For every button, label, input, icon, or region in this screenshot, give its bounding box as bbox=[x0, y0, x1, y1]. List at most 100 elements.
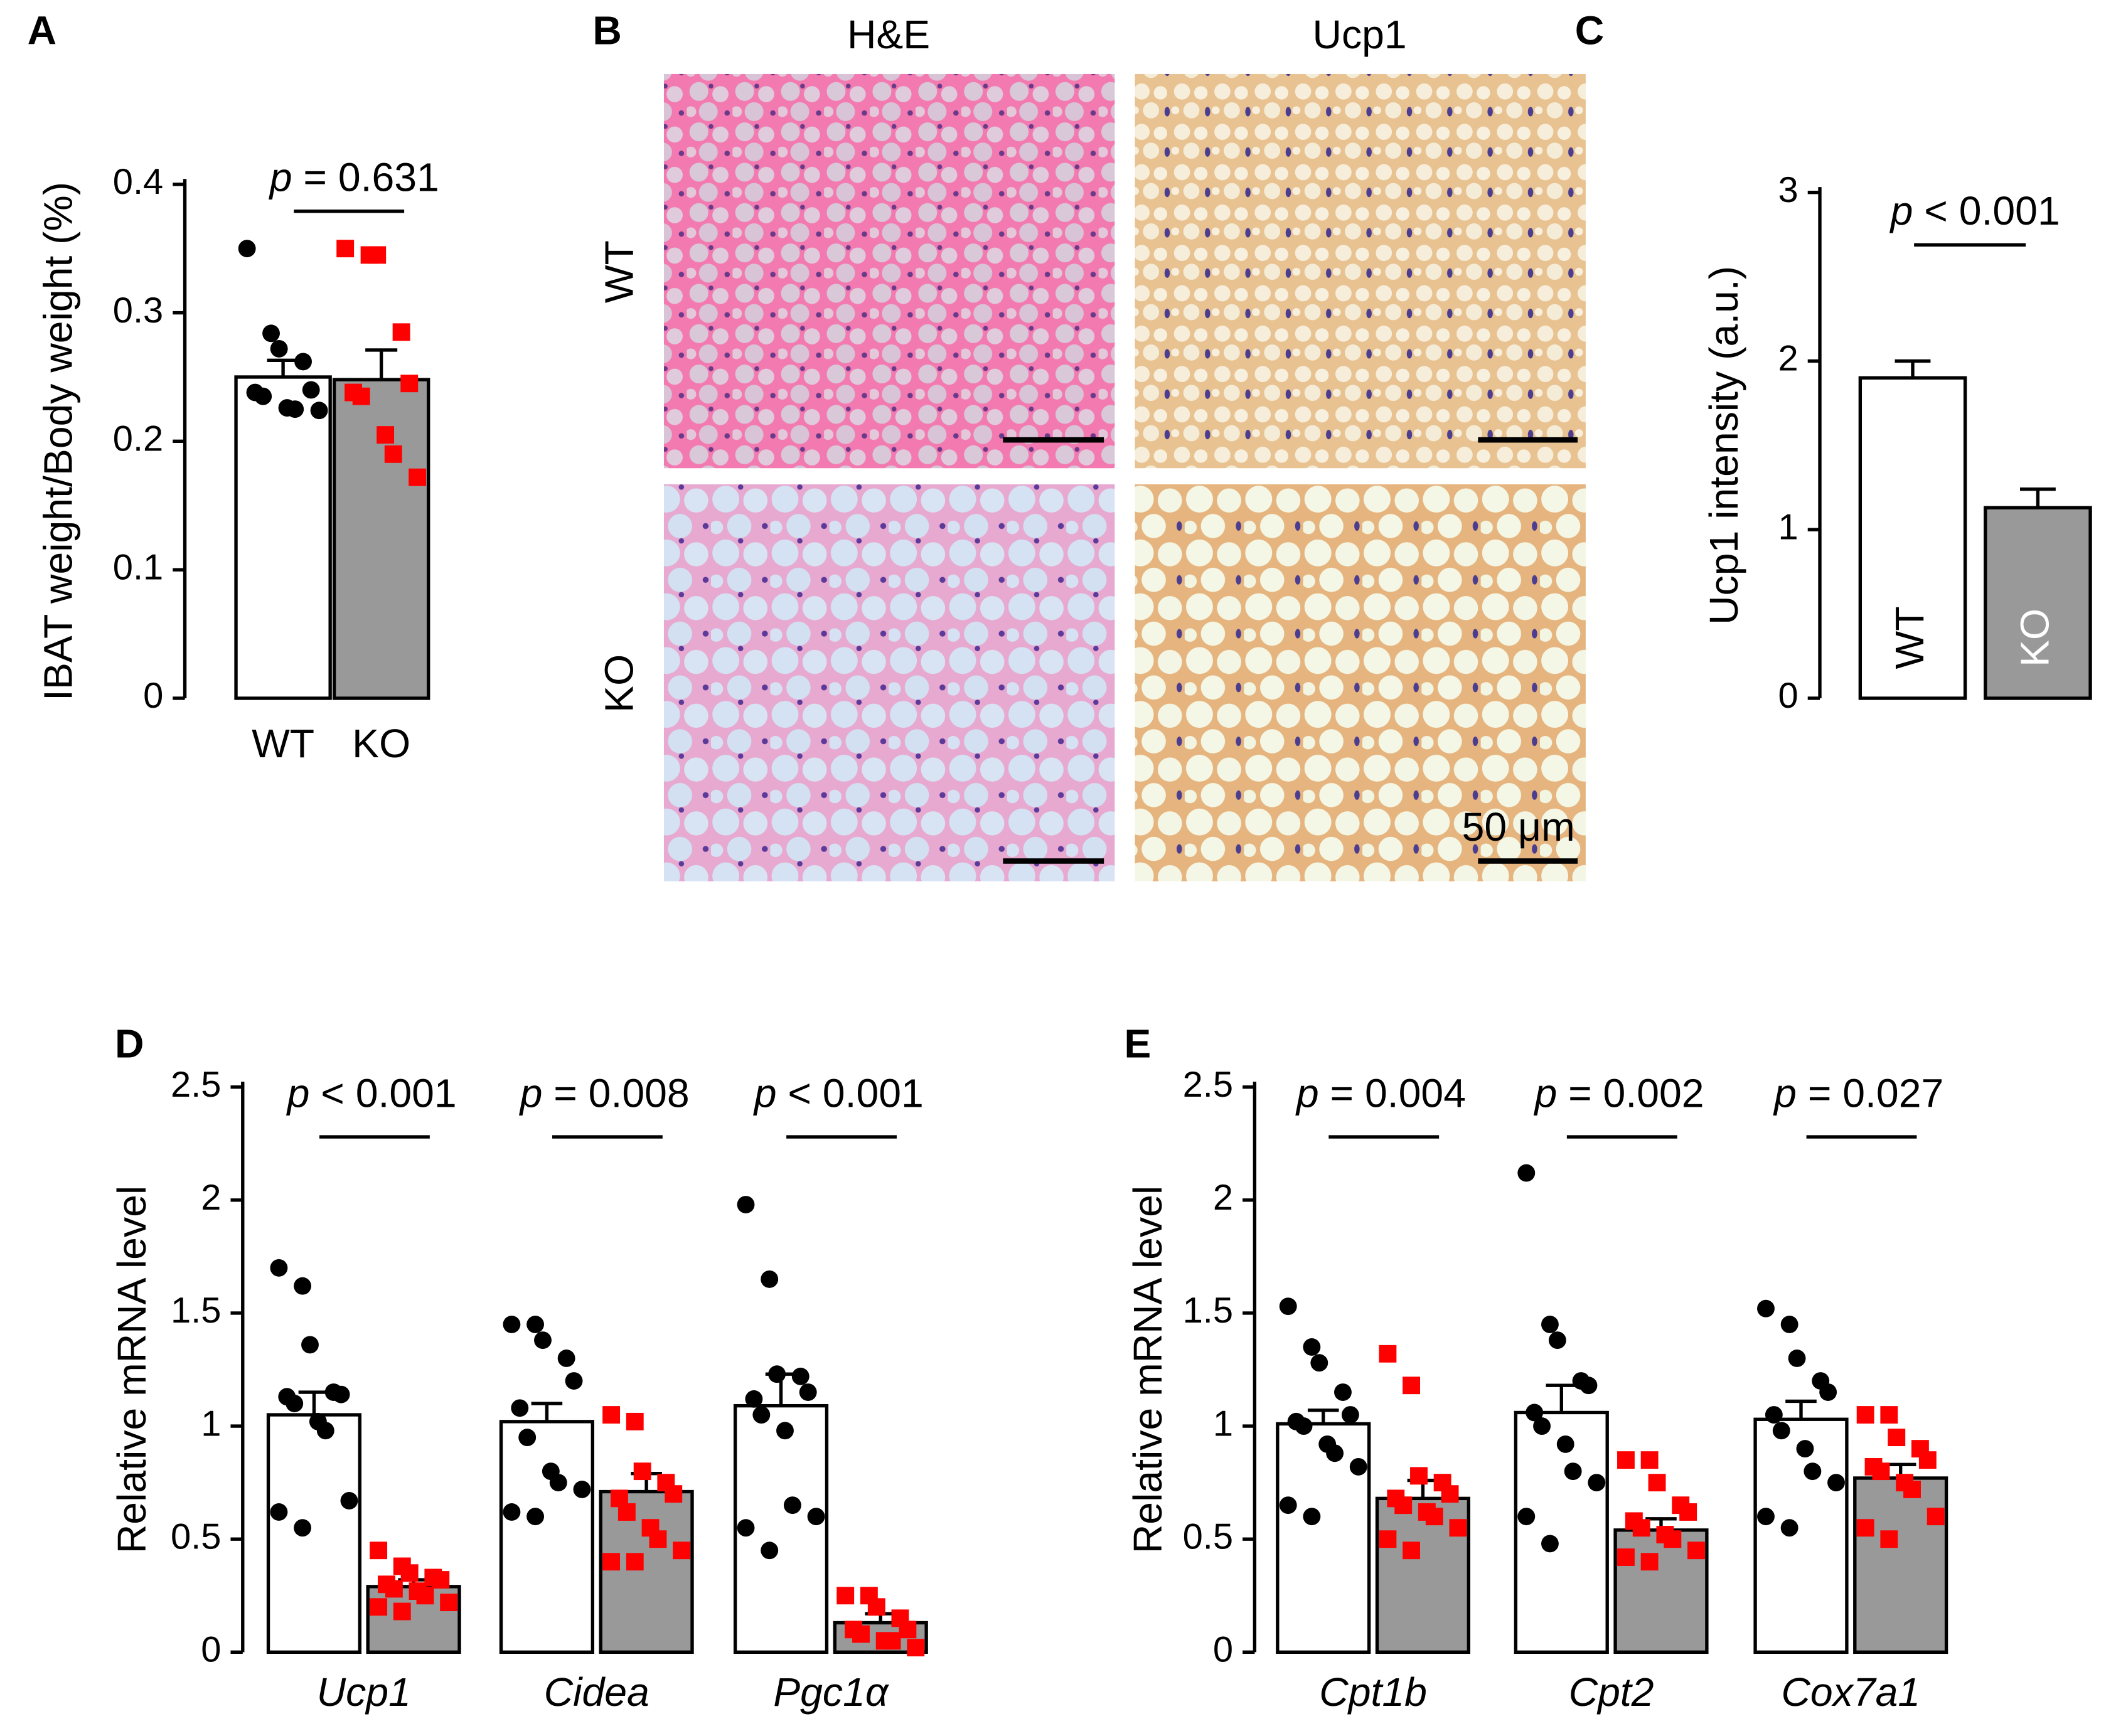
data-point bbox=[665, 1485, 683, 1503]
data-point bbox=[883, 1632, 901, 1650]
data-point bbox=[1410, 1467, 1428, 1485]
data-point bbox=[1334, 1383, 1352, 1401]
panel-letter: A bbox=[28, 8, 56, 53]
p-value: p < 0.001 bbox=[1889, 188, 2060, 233]
data-point bbox=[294, 353, 312, 371]
p-rest: = 0.008 bbox=[542, 1071, 689, 1116]
bar bbox=[599, 1489, 694, 1654]
data-point bbox=[626, 1412, 644, 1430]
data-point bbox=[1880, 1406, 1898, 1424]
data-point bbox=[1517, 1164, 1536, 1182]
p-rest: < 0.001 bbox=[309, 1071, 456, 1116]
y-tick-label: 0 bbox=[1778, 676, 1798, 716]
p-symbol: p bbox=[1533, 1071, 1557, 1116]
data-point bbox=[737, 1196, 755, 1213]
data-point bbox=[1303, 1508, 1321, 1526]
x-tick-label: Pgc1α bbox=[773, 1669, 890, 1715]
data-point bbox=[370, 1598, 388, 1616]
data-point bbox=[1664, 1530, 1682, 1548]
data-point bbox=[368, 246, 387, 264]
data-point bbox=[1588, 1474, 1606, 1492]
bar bbox=[1276, 1422, 1371, 1654]
p-rest: = 0.631 bbox=[292, 154, 439, 200]
data-point bbox=[1772, 1422, 1790, 1440]
data-point bbox=[1279, 1297, 1297, 1316]
row-label: KO bbox=[597, 654, 642, 713]
y-axis-label: IBAT weight/Body weight (%) bbox=[35, 182, 80, 701]
panel-letter: D bbox=[115, 1021, 144, 1066]
p-symbol: p bbox=[1889, 188, 1913, 233]
data-point bbox=[1533, 1417, 1551, 1435]
data-point bbox=[262, 324, 280, 343]
x-tick-label: WT bbox=[252, 721, 314, 766]
data-point bbox=[416, 1587, 434, 1605]
y-axis-label: Ucp1 intensity (a.u.) bbox=[1701, 266, 1746, 625]
y-tick-label: 0.5 bbox=[1183, 1517, 1233, 1557]
data-point bbox=[1687, 1542, 1705, 1560]
y-tick-label: 1.5 bbox=[171, 1291, 221, 1331]
data-point bbox=[1303, 1338, 1321, 1356]
y-tick-label: 1 bbox=[1778, 507, 1798, 547]
p-symbol: p bbox=[1773, 1071, 1797, 1116]
data-point bbox=[1888, 1429, 1906, 1447]
data-point bbox=[1918, 1451, 1937, 1469]
data-point bbox=[907, 1639, 925, 1657]
data-point bbox=[1441, 1485, 1459, 1503]
data-point bbox=[270, 339, 288, 358]
data-point bbox=[302, 381, 320, 399]
p-symbol: p bbox=[269, 154, 292, 200]
data-point bbox=[432, 1571, 450, 1589]
y-tick-label: 3 bbox=[1778, 170, 1798, 210]
data-point bbox=[511, 1399, 529, 1417]
y-tick-label: 1 bbox=[201, 1403, 221, 1444]
data-point bbox=[392, 323, 410, 341]
p-value: p = 0.008 bbox=[519, 1071, 690, 1116]
data-point bbox=[1425, 1508, 1443, 1526]
data-point bbox=[1796, 1440, 1814, 1458]
data-point bbox=[633, 1462, 651, 1481]
data-point bbox=[617, 1503, 636, 1521]
y-tick-label: 0 bbox=[143, 676, 163, 716]
data-point bbox=[301, 1336, 319, 1354]
data-point bbox=[1295, 1417, 1313, 1435]
data-point bbox=[602, 1553, 621, 1571]
data-point bbox=[836, 1587, 855, 1605]
y-tick-label: 1 bbox=[1213, 1403, 1233, 1444]
y-tick-label: 0 bbox=[1213, 1630, 1233, 1670]
data-point bbox=[1326, 1444, 1344, 1462]
data-point bbox=[602, 1406, 621, 1424]
bar bbox=[1753, 1417, 1849, 1654]
category-label: WT bbox=[1887, 606, 1932, 669]
data-point bbox=[370, 1542, 388, 1560]
bar bbox=[499, 1420, 595, 1654]
bar bbox=[234, 375, 332, 700]
data-point bbox=[1819, 1383, 1837, 1401]
data-point bbox=[1349, 1457, 1367, 1476]
data-point bbox=[526, 1508, 544, 1526]
bar bbox=[266, 1413, 362, 1654]
data-point bbox=[745, 1390, 763, 1408]
y-tick-label: 0.3 bbox=[113, 290, 163, 331]
data-point bbox=[565, 1372, 583, 1390]
data-point bbox=[649, 1530, 667, 1548]
data-point bbox=[270, 1259, 288, 1277]
data-point bbox=[384, 445, 402, 463]
p-value: p = 0.002 bbox=[1533, 1071, 1704, 1116]
data-point bbox=[791, 1367, 810, 1385]
y-tick-label: 0 bbox=[201, 1630, 221, 1670]
bar bbox=[1853, 1476, 1948, 1654]
data-point bbox=[503, 1503, 521, 1521]
y-axis-label: Relative mRNA level bbox=[1125, 1186, 1170, 1553]
data-point bbox=[776, 1422, 794, 1440]
data-point bbox=[1403, 1377, 1421, 1395]
data-point bbox=[852, 1625, 870, 1643]
data-point bbox=[294, 1519, 312, 1537]
data-point bbox=[393, 1602, 411, 1621]
data-point bbox=[1394, 1496, 1413, 1515]
data-point bbox=[1827, 1474, 1845, 1492]
data-point bbox=[549, 1474, 567, 1492]
p-value: p = 0.631 bbox=[269, 154, 439, 200]
bar bbox=[1984, 506, 2092, 700]
data-point bbox=[332, 1385, 350, 1403]
